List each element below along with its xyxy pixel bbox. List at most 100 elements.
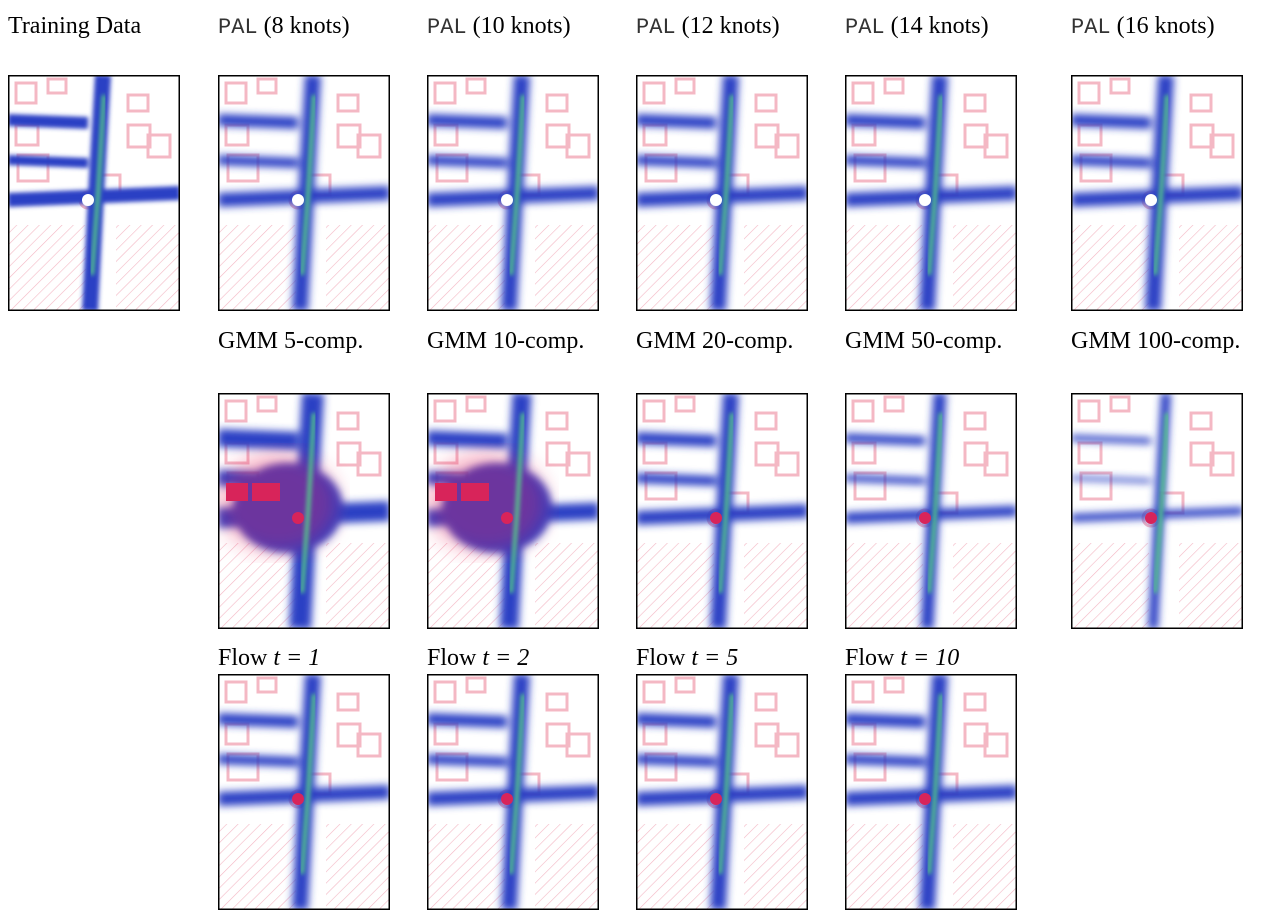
- road-core: [300, 94, 316, 276]
- road: [218, 785, 390, 806]
- building: [1109, 77, 1131, 95]
- road: [636, 504, 808, 525]
- frame: [636, 75, 808, 311]
- roundabout-hole: [710, 793, 722, 805]
- roundabout-hole: [82, 194, 94, 206]
- road: [8, 155, 89, 168]
- building: [545, 93, 569, 113]
- building: [1209, 451, 1235, 477]
- caption-part: GMM 50-comp.: [845, 328, 1003, 354]
- caption-part: Flow: [636, 645, 686, 671]
- building: [851, 81, 875, 105]
- building: [336, 692, 360, 712]
- building: [545, 411, 569, 431]
- road: [636, 785, 808, 806]
- caption-part: (10 knots): [472, 13, 571, 39]
- panel-caption: PAL (14 knots): [845, 8, 1017, 46]
- density-image: [427, 674, 599, 910]
- density-image: [218, 674, 390, 910]
- caption-part: (12 knots): [681, 13, 780, 39]
- building: [1189, 411, 1213, 431]
- frame: [1071, 75, 1243, 311]
- building: [565, 732, 591, 758]
- building: [853, 471, 887, 501]
- frame: [1071, 393, 1243, 629]
- roundabout-hole: [501, 512, 513, 524]
- frame: [845, 393, 1017, 629]
- panel-caption: Flow t = 10: [845, 640, 1017, 676]
- density-image: [636, 393, 808, 629]
- road: [845, 754, 926, 767]
- building: [126, 93, 150, 113]
- building: [674, 676, 696, 694]
- building: [465, 77, 487, 95]
- building: [336, 93, 360, 113]
- road: [1071, 507, 1243, 522]
- road: [636, 473, 717, 486]
- road: [845, 713, 926, 728]
- building: [565, 451, 591, 477]
- building: [644, 471, 678, 501]
- caption-part: GMM 20-comp.: [636, 328, 794, 354]
- road: [845, 114, 926, 129]
- density-image: [636, 674, 808, 910]
- building: [226, 752, 260, 782]
- caption-part: (8 knots): [263, 13, 350, 39]
- building: [1209, 133, 1235, 159]
- road: [427, 713, 508, 728]
- building: [774, 732, 800, 758]
- road-core: [90, 94, 106, 276]
- frame: [218, 393, 390, 629]
- building: [356, 732, 382, 758]
- road: [636, 114, 717, 129]
- building: [883, 395, 905, 413]
- frame: [845, 75, 1017, 311]
- building: [433, 399, 457, 423]
- roundabout-hole: [1145, 194, 1157, 206]
- density-image: [218, 75, 390, 311]
- road-core: [509, 693, 525, 875]
- frame: [218, 75, 390, 311]
- building: [465, 395, 487, 413]
- panel-caption: PAL (16 knots): [1071, 8, 1243, 46]
- road-core: [927, 412, 943, 594]
- roundabout-hole: [292, 194, 304, 206]
- building: [146, 133, 172, 159]
- building: [1079, 153, 1113, 183]
- roundabout-hole: [292, 512, 304, 524]
- density-image: [1071, 393, 1243, 629]
- building: [642, 81, 666, 105]
- mode: [226, 483, 248, 501]
- building: [545, 692, 569, 712]
- roundabout-hole: [501, 194, 513, 206]
- frame: [8, 75, 180, 311]
- building: [433, 680, 457, 704]
- building: [642, 399, 666, 423]
- road-core: [718, 693, 734, 875]
- caption-part: t = 2: [482, 645, 530, 671]
- caption-part: t = 5: [691, 645, 739, 671]
- building: [983, 732, 1009, 758]
- density-blob: [427, 453, 547, 553]
- frame: [427, 75, 599, 311]
- building: [983, 451, 1009, 477]
- road: [218, 429, 299, 450]
- caption-part: (14 knots): [890, 13, 989, 39]
- density-image: [845, 674, 1017, 910]
- building: [224, 680, 248, 704]
- building: [435, 153, 469, 183]
- roundabout-hole: [919, 194, 931, 206]
- building: [435, 752, 469, 782]
- building: [256, 676, 278, 694]
- building: [754, 93, 778, 113]
- frame: [636, 393, 808, 629]
- panel-caption: Training Data: [8, 8, 180, 44]
- caption-part: GMM 100-comp.: [1071, 328, 1241, 354]
- density-image: [8, 75, 180, 311]
- building: [46, 77, 68, 95]
- road: [636, 186, 808, 207]
- building: [963, 411, 987, 431]
- road: [636, 432, 717, 447]
- road: [427, 186, 599, 207]
